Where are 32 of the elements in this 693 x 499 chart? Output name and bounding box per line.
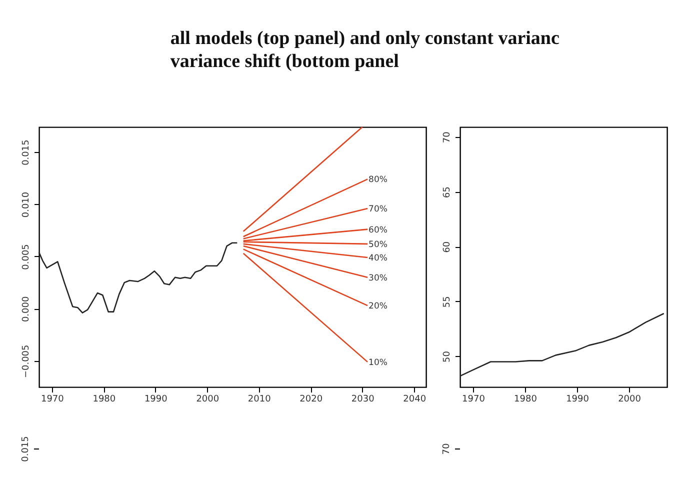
x-tick-label: 1980: [92, 394, 116, 404]
x-tick-label: 2000: [618, 394, 642, 404]
series-label: 20%: [368, 302, 388, 312]
x-tick-label: 1990: [566, 394, 590, 404]
x-tick-label: 2000: [196, 394, 220, 404]
y-tick-label: 60: [442, 241, 452, 253]
text: variance shift (bottom panel: [170, 50, 399, 72]
x-tick-label: 1970: [462, 394, 486, 404]
x-tick-label: 1990: [144, 394, 168, 404]
y-tick-label: 0.015: [22, 140, 32, 166]
series-label: 10%: [368, 358, 388, 368]
y-tick-label: 65: [442, 186, 452, 198]
text: all models (top panel) and only constant varianc: [170, 28, 560, 49]
y-tick-label: −0.005: [22, 344, 32, 378]
x-tick-label: 2030: [351, 394, 375, 404]
series-label: 80%: [368, 175, 388, 186]
y-tick-label: 70: [442, 131, 452, 144]
x-tick-label: 2020: [300, 394, 323, 404]
y-tick-label: 0.005: [22, 244, 32, 270]
y-tick-label: 50: [442, 350, 452, 363]
series-label: 40%: [368, 254, 388, 264]
series-label: 50%: [368, 240, 388, 250]
x-tick-label: 2040: [403, 394, 426, 404]
x-tick-label: 2010: [248, 394, 272, 404]
y-tick-label: 0.010: [22, 192, 32, 218]
x-tick-label: 1970: [40, 394, 64, 404]
y-tick-label: 0.000: [22, 296, 32, 322]
x-tick-label: 1980: [514, 394, 538, 404]
series-label: 30%: [368, 273, 388, 284]
series-label: 70%: [368, 204, 388, 214]
y-tick-label: 55: [442, 296, 452, 308]
series-label: 60%: [368, 225, 388, 236]
